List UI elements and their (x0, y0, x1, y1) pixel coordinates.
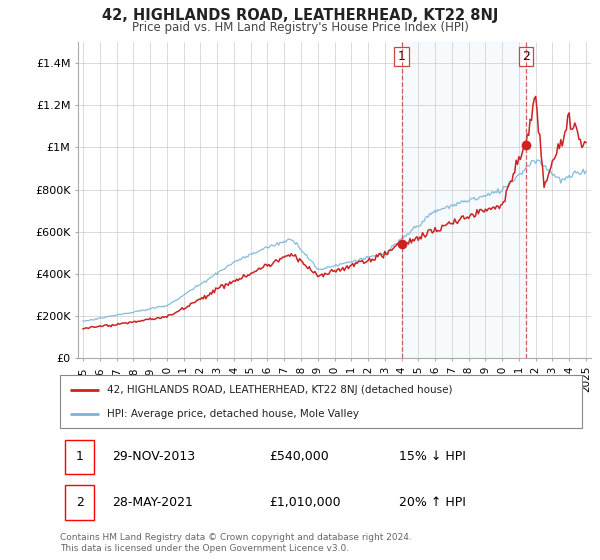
Text: Contains HM Land Registry data © Crown copyright and database right 2024.
This d: Contains HM Land Registry data © Crown c… (60, 533, 412, 553)
Text: £540,000: £540,000 (269, 450, 329, 463)
Text: 28-MAY-2021: 28-MAY-2021 (112, 496, 193, 509)
Text: 20% ↑ HPI: 20% ↑ HPI (400, 496, 466, 509)
Text: 1: 1 (76, 450, 83, 463)
Text: 29-NOV-2013: 29-NOV-2013 (112, 450, 196, 463)
Text: Price paid vs. HM Land Registry's House Price Index (HPI): Price paid vs. HM Land Registry's House … (131, 21, 469, 34)
Text: 1: 1 (398, 50, 406, 63)
FancyBboxPatch shape (65, 486, 94, 520)
Text: HPI: Average price, detached house, Mole Valley: HPI: Average price, detached house, Mole… (107, 409, 359, 419)
Text: 2: 2 (522, 50, 530, 63)
Text: 15% ↓ HPI: 15% ↓ HPI (400, 450, 466, 463)
Text: £1,010,000: £1,010,000 (269, 496, 340, 509)
Text: 42, HIGHLANDS ROAD, LEATHERHEAD, KT22 8NJ: 42, HIGHLANDS ROAD, LEATHERHEAD, KT22 8N… (102, 8, 498, 24)
Text: 42, HIGHLANDS ROAD, LEATHERHEAD, KT22 8NJ (detached house): 42, HIGHLANDS ROAD, LEATHERHEAD, KT22 8N… (107, 385, 452, 395)
FancyBboxPatch shape (65, 440, 94, 474)
Bar (401, 42, 526, 358)
Text: 2: 2 (76, 496, 83, 509)
FancyBboxPatch shape (60, 375, 582, 428)
